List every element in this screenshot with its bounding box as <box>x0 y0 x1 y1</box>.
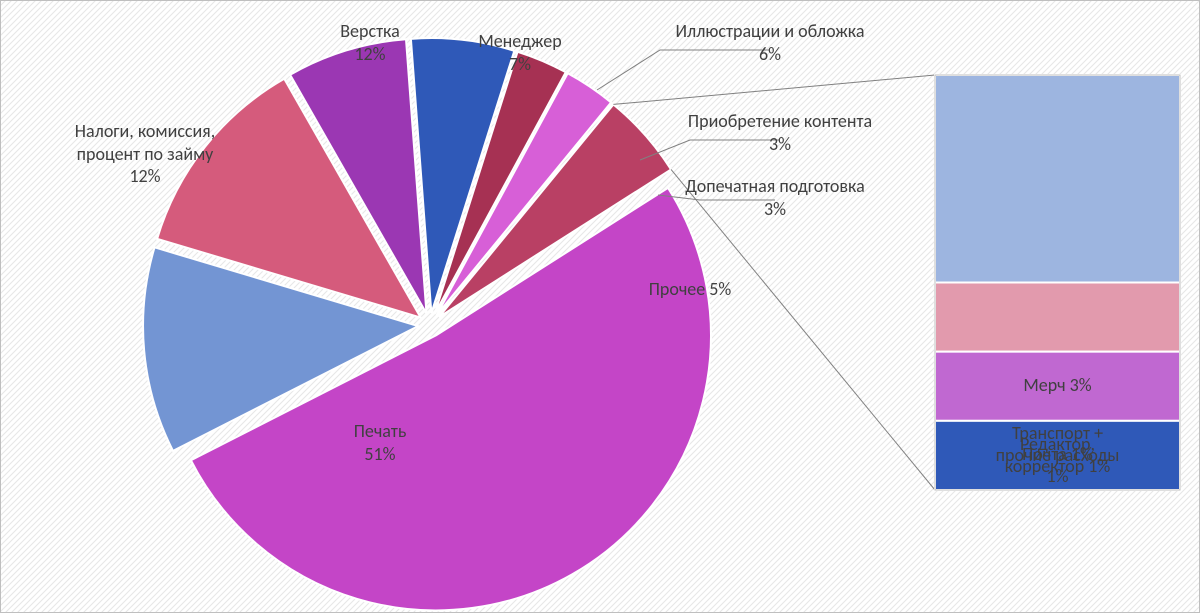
label-content: Приобретение контента 3% <box>688 110 872 155</box>
label-illus: Иллюстрации и обложка 6% <box>675 20 864 65</box>
label-prepress: Допечатная подготовка 3% <box>685 175 864 220</box>
label-manager: Менеджер 7% <box>478 30 561 75</box>
label-layout: Верстка 12% <box>340 20 400 65</box>
bar-label-post: Почта 1% <box>935 444 1180 466</box>
pie-bar-chart: Налоги, комиссия, процент по займу 12% Ве… <box>0 0 1200 613</box>
label-other: Прочее 5% <box>649 278 732 301</box>
chart-svg <box>0 0 1200 613</box>
bar-seg-editor <box>935 283 1180 352</box>
bar-label-merch: Мерч 3% <box>935 375 1180 397</box>
label-taxes: Налоги, комиссия, процент по займу 12% <box>75 120 215 188</box>
bar-seg-merch <box>935 75 1180 283</box>
label-print: Печать 51% <box>354 420 407 465</box>
